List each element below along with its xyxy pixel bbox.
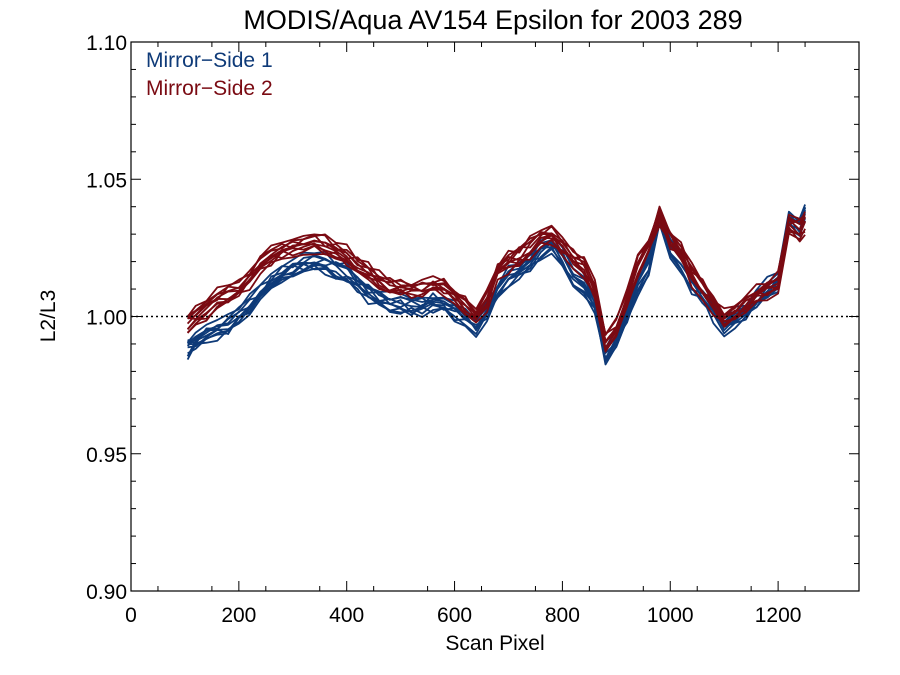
x-tick-label: 200 — [221, 604, 256, 627]
y-tick-label: 0.90 — [86, 581, 127, 604]
y-tick-label: 1.05 — [86, 169, 127, 192]
chart-title: MODIS/Aqua AV154 Epsilon for 2003 289 — [243, 5, 742, 35]
x-axis-label: Scan Pixel — [445, 632, 544, 655]
plot-lines — [186, 204, 806, 366]
x-tick-label: 600 — [437, 604, 472, 627]
x-tick-label: 400 — [329, 604, 364, 627]
y-tick-label: 1.00 — [86, 307, 127, 330]
x-tick-label: 1200 — [755, 604, 802, 627]
y-axis-ticks: 0.90 0.95 1.00 1.05 1.10 — [86, 32, 859, 604]
series-line-2 — [186, 216, 806, 352]
x-tick-label: 0 — [125, 604, 137, 627]
series-line-2 — [187, 207, 806, 335]
legend-entry-mirror-side-1: Mirror−Side 1 — [146, 49, 273, 72]
y-tick-label: 1.10 — [86, 32, 127, 55]
series-line-2 — [186, 211, 806, 336]
y-tick-label: 0.95 — [86, 444, 127, 467]
x-tick-label: 1000 — [647, 604, 694, 627]
legend: Mirror−Side 1 Mirror−Side 2 — [146, 49, 273, 100]
y-axis-label: L2/L3 — [37, 290, 60, 343]
x-tick-label: 800 — [545, 604, 580, 627]
x-axis-ticks: 0 200 400 600 800 1000 1200 — [125, 42, 806, 627]
legend-entry-mirror-side-2: Mirror−Side 2 — [146, 77, 273, 100]
